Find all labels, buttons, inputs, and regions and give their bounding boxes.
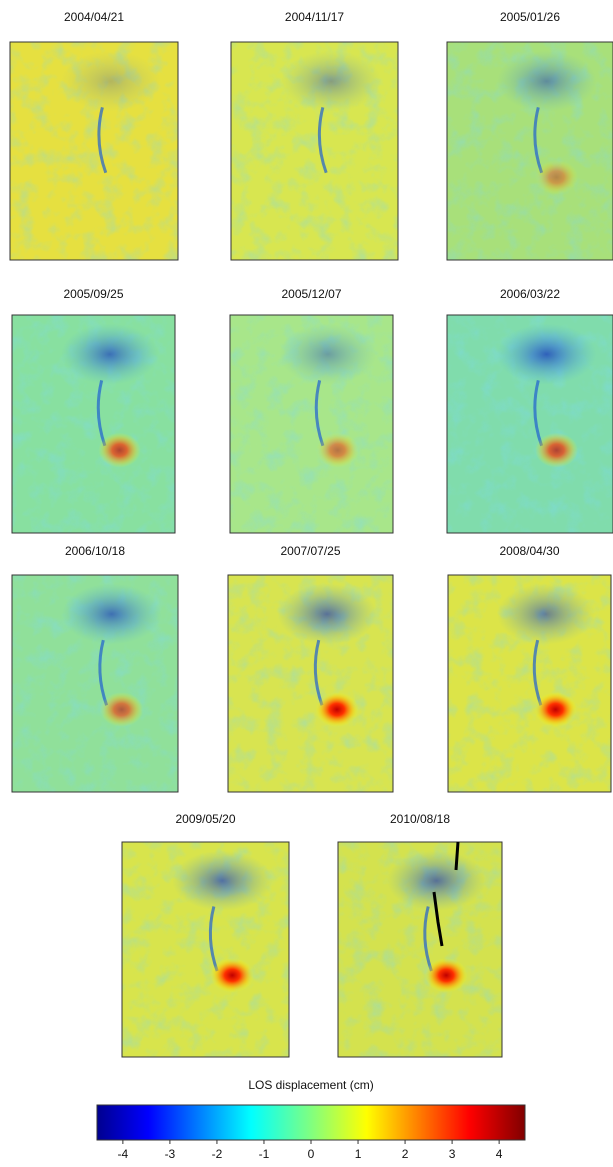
- subsidence-north: [497, 51, 597, 112]
- panel-date: 2007/07/25: [280, 544, 340, 558]
- insar-panel: 2004/04/21: [10, 10, 178, 260]
- colorbar: [97, 1105, 525, 1140]
- panel-date: 2004/04/21: [64, 10, 124, 24]
- colorbar-tick-label: 4: [496, 1147, 503, 1161]
- uplift-spot: [98, 433, 140, 468]
- subsidence-north: [278, 584, 377, 645]
- colorbar-tick-label: -1: [259, 1147, 270, 1161]
- insar-panel: 2005/01/26: [447, 10, 613, 260]
- subsidence-north: [60, 51, 161, 112]
- uplift-spot: [100, 692, 143, 727]
- colorbar-tick-label: 3: [449, 1147, 456, 1161]
- uplift-spot: [315, 692, 358, 727]
- insar-panel: 2004/11/17: [231, 10, 398, 260]
- insar-panel: 2007/07/25: [228, 544, 393, 792]
- uplift-spot: [535, 160, 578, 195]
- panel-date: 2010/08/18: [390, 812, 450, 826]
- panel-date: 2005/01/26: [500, 10, 560, 24]
- subsidence-north: [61, 324, 159, 385]
- panel-date: 2009/05/20: [175, 812, 235, 826]
- subsidence-north: [281, 51, 381, 112]
- insar-panel: 2009/05/20: [122, 812, 289, 1057]
- subsidence-north: [172, 851, 272, 911]
- panel-date: 2006/10/18: [65, 544, 125, 558]
- panel-date: 2005/12/07: [281, 287, 341, 301]
- colorbar-tick-label: -2: [212, 1147, 223, 1161]
- subsidence-north: [497, 324, 597, 385]
- subsidence-north: [62, 584, 162, 645]
- figure: LOS displacement (cm) 2004/04/21 2004/11/…: [0, 0, 613, 1162]
- uplift-spot: [316, 433, 358, 468]
- uplift-spot: [211, 958, 254, 992]
- colorbar-label: LOS displacement (cm): [248, 1078, 373, 1092]
- subsidence-north: [497, 584, 595, 645]
- uplift-spot: [534, 692, 576, 727]
- insar-panel: 2005/09/25: [12, 287, 175, 533]
- insar-panel: 2010/08/18: [338, 812, 502, 1057]
- colorbar-tick-label: -3: [165, 1147, 176, 1161]
- insar-panel: 2006/10/18: [12, 544, 178, 792]
- colorbar-tick-label: 1: [355, 1147, 362, 1161]
- panel-date: 2006/03/22: [500, 287, 560, 301]
- colorbar-tick-label: 0: [308, 1147, 315, 1161]
- insar-panel: 2008/04/30: [448, 544, 611, 792]
- uplift-spot: [425, 958, 468, 992]
- panel-date: 2004/11/17: [285, 10, 344, 24]
- insar-panel: 2006/03/22: [447, 287, 613, 533]
- insar-panel: 2005/12/07: [230, 287, 393, 533]
- panel-date: 2005/09/25: [63, 287, 123, 301]
- panel-date: 2008/04/30: [499, 544, 559, 558]
- colorbar-tick-label: -4: [118, 1147, 129, 1161]
- subsidence-north: [279, 324, 377, 385]
- colorbar-tick-label: 2: [402, 1147, 409, 1161]
- uplift-spot: [535, 433, 578, 468]
